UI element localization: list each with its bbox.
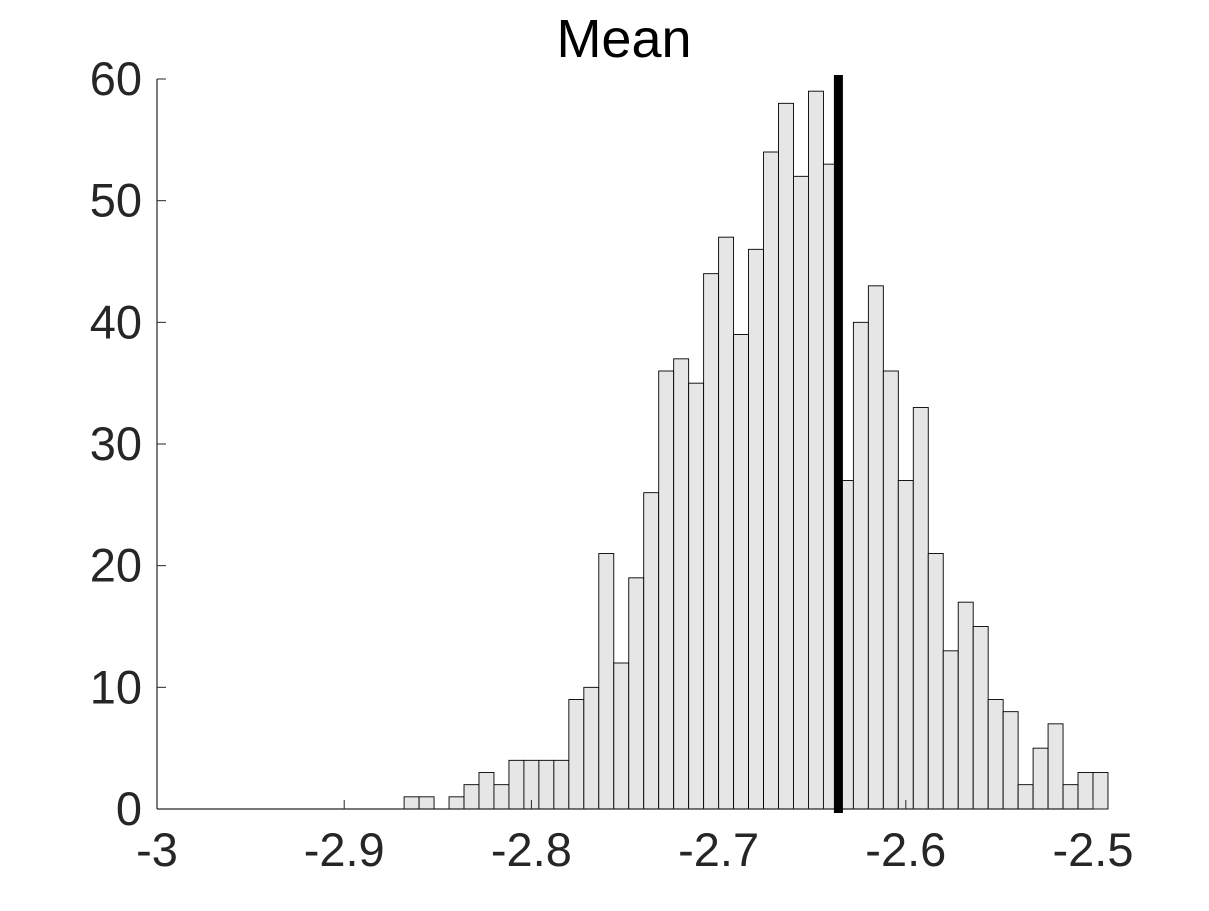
histogram-bar: [763, 151, 779, 810]
y-tick-label: 50: [90, 174, 142, 227]
histogram-bar: [658, 370, 675, 810]
histogram-bar: [972, 626, 989, 810]
histogram-bar: [897, 480, 914, 810]
axes-group: -3 -2.9 -2.8 -2.7 -2.6 -2.5 0 10 20 30 40 50 60: [90, 52, 1134, 876]
histogram-bar: [927, 553, 944, 810]
histogram-bar: [1017, 784, 1034, 810]
histogram-bar: [1047, 723, 1064, 810]
histogram-bar: [852, 321, 869, 810]
histogram-bar: [628, 577, 645, 810]
histogram-bar: [613, 662, 630, 810]
y-tick-label: 30: [90, 417, 142, 470]
histogram-bar: [1062, 784, 1079, 810]
y-tick-label: 20: [90, 539, 142, 592]
histogram-bar: [778, 102, 794, 810]
histogram-bar: [508, 759, 525, 810]
histogram-bar: [718, 236, 735, 810]
x-tick-label: -2.7: [678, 823, 759, 876]
histogram-bar: [867, 285, 884, 810]
histogram-bar: [987, 699, 1004, 810]
histogram-bar: [703, 273, 720, 810]
histogram-bar: [733, 334, 750, 810]
histogram-bar: [748, 248, 764, 810]
histogram-bar: [463, 784, 480, 810]
y-tick-label: 0: [116, 782, 142, 835]
x-tick-label: -2.6: [865, 823, 946, 876]
histogram-bar: [1032, 747, 1049, 810]
histogram-bar: [1077, 772, 1094, 810]
histogram-bar: [478, 772, 495, 810]
histogram-bar: [808, 90, 824, 810]
histogram-bar: [688, 382, 705, 810]
histogram-bar: [568, 699, 585, 810]
x-tick-label: -2.9: [304, 823, 385, 876]
histogram-bar: [793, 175, 809, 810]
y-tick-label: 10: [90, 660, 142, 713]
histogram-bar: [538, 759, 555, 810]
x-tick-label: -2.5: [1053, 823, 1134, 876]
x-tick-label: -3: [136, 823, 178, 876]
histogram-bar: [1092, 772, 1109, 810]
y-tick-label: 40: [90, 295, 142, 348]
histogram-bar: [942, 650, 959, 810]
histogram-bar: [957, 601, 974, 810]
histogram-bar: [673, 358, 690, 810]
histogram-bar: [882, 370, 899, 810]
y-tick-label: 60: [90, 52, 142, 105]
histogram-bar: [583, 686, 600, 810]
histogram-bar: [643, 492, 660, 810]
histogram-bar: [493, 784, 510, 810]
histogram-bar: [553, 759, 570, 810]
chart-title: Mean: [556, 9, 691, 69]
histogram-bar: [912, 407, 929, 810]
bars-group: [403, 90, 1109, 810]
histogram-bar: [403, 796, 420, 810]
histogram-bar: [448, 796, 465, 810]
histogram-bar: [418, 796, 435, 810]
histogram-bar: [598, 553, 615, 810]
histogram-bar: [1002, 711, 1019, 810]
x-tick-label: -2.8: [491, 823, 572, 876]
